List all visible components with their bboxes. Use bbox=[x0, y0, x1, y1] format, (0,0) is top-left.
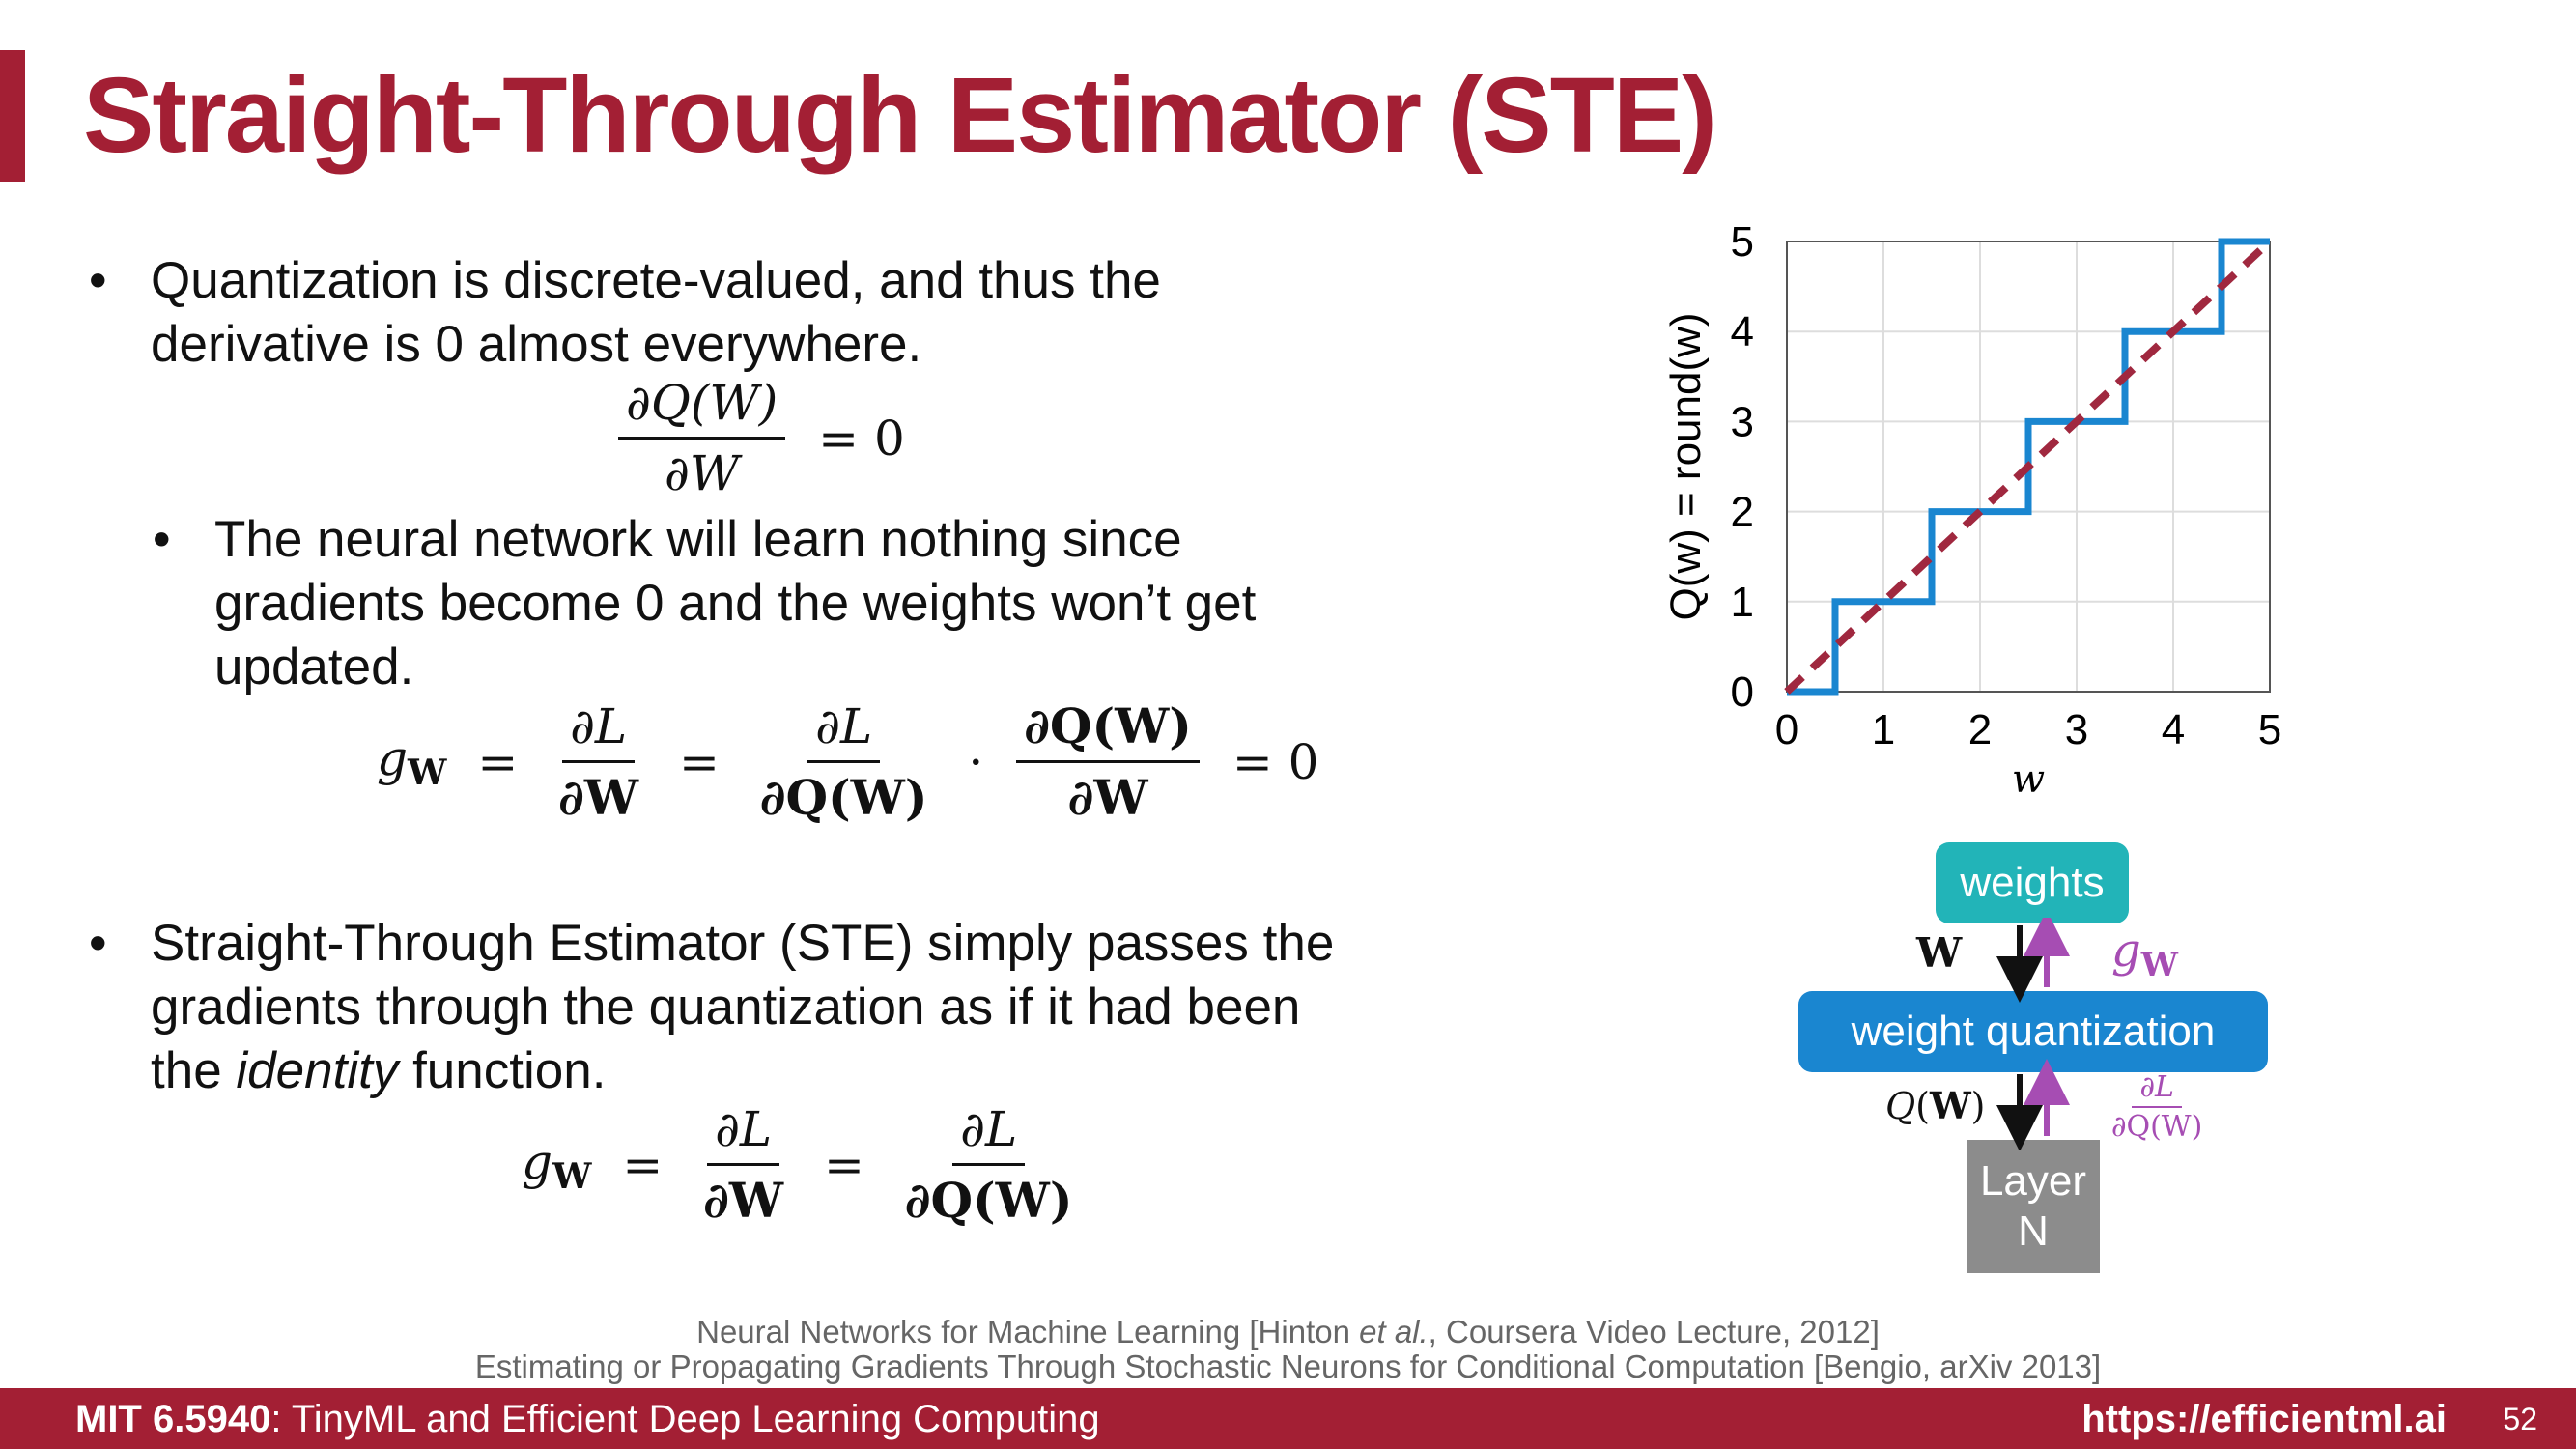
eq3-lhs: gW bbox=[522, 1133, 592, 1197]
equation-1: ∂Q(W) ∂W = 0 bbox=[609, 375, 913, 501]
x-tick-label: 4 bbox=[2162, 706, 2185, 753]
bullet-symbol: • bbox=[89, 915, 107, 972]
layer-label-2: N bbox=[2018, 1208, 2049, 1255]
eq3-fraction-2: ∂L ∂Q(W) bbox=[904, 1101, 1073, 1229]
eq1-denominator: ∂W bbox=[665, 445, 740, 501]
x-axis-label: w bbox=[2012, 757, 2045, 802]
bullet-2-line-2: gradients become 0 and the weights won’t… bbox=[214, 575, 1257, 632]
bullet-1-line-1: Quantization is discrete-valued, and thu… bbox=[151, 252, 1161, 309]
layer-label-1: Layer bbox=[1979, 1157, 2087, 1205]
y-tick-label: 1 bbox=[1731, 579, 1754, 626]
eq1-fraction: ∂Q(W) ∂W bbox=[618, 375, 786, 501]
page-number: 52 bbox=[2503, 1402, 2537, 1436]
x-tick-label: 0 bbox=[1775, 706, 1798, 753]
bullet-1-line-2: derivative is 0 almost everywhere. bbox=[151, 316, 922, 373]
gw-label: gW bbox=[2111, 923, 2178, 984]
layer-n-box: Layer N bbox=[1967, 1140, 2100, 1273]
slide-title: Straight-Through Estimator (STE) bbox=[83, 56, 1717, 175]
eq2-fraction-2: ∂L ∂Q(W) bbox=[759, 697, 928, 826]
eq1-rhs: = 0 bbox=[818, 410, 905, 467]
eq2-fraction-3: ∂Q(W) ∂W bbox=[1016, 697, 1200, 826]
bullet-2: • The neural network will learn nothing … bbox=[153, 508, 1257, 699]
y-tick-label: 3 bbox=[1731, 398, 1754, 445]
eq1-numerator: ∂Q(W) bbox=[618, 375, 786, 440]
identity-dashed-line bbox=[1784, 239, 2273, 695]
bullet-3-line-2: gradients through the quantization as if… bbox=[151, 979, 1301, 1036]
y-tick-labels: 0 1 2 3 4 5 bbox=[1731, 218, 1754, 716]
weights-box: weights bbox=[1936, 842, 2129, 923]
y-axis-label: Q(w) = round(w) bbox=[1662, 312, 1710, 620]
chart-plot-frame bbox=[1786, 241, 2271, 693]
eq2-rhs: = 0 bbox=[1231, 733, 1319, 790]
bullet-1: • Quantization is discrete-valued, and t… bbox=[89, 249, 1161, 377]
equation-2: gW = ∂L ∂W = ∂L ∂Q(W) · ∂Q(W) ∂W = 0 bbox=[377, 697, 1319, 826]
y-tick-label: 4 bbox=[1731, 308, 1754, 355]
x-tick-label: 3 bbox=[2065, 706, 2088, 753]
qw-label: Q(W) bbox=[1885, 1084, 1986, 1127]
title-accent-bar bbox=[0, 50, 25, 182]
x-tick-label: 1 bbox=[1872, 706, 1895, 753]
course-title: MIT 6.5940: TinyML and Efficient Deep Le… bbox=[75, 1398, 1100, 1440]
chart-series bbox=[1784, 238, 2273, 696]
reference-2: Estimating or Propagating Gradients Thro… bbox=[474, 1349, 2102, 1384]
x-tick-labels: 0 1 2 3 4 5 bbox=[1775, 706, 2281, 753]
y-tick-label: 2 bbox=[1731, 489, 1754, 536]
w-label: W bbox=[1916, 929, 1963, 977]
course-url-link[interactable]: https://efficientml.ai bbox=[2081, 1398, 2447, 1440]
y-tick-label: 5 bbox=[1731, 218, 1754, 266]
bullet-symbol: • bbox=[89, 252, 107, 309]
eq2-fraction-1: ∂L ∂W bbox=[558, 697, 639, 826]
bullet-3-line-1: Straight-Through Estimator (STE) simply … bbox=[151, 915, 1335, 972]
eq3-fraction-1: ∂L ∂W bbox=[703, 1101, 784, 1229]
footer-bar: MIT 6.5940: TinyML and Efficient Deep Le… bbox=[0, 1388, 2576, 1449]
grad-fraction: ∂L ∂Q(W) bbox=[2111, 1070, 2203, 1144]
equation-3: gW = ∂L ∂W = ∂L ∂Q(W) bbox=[514, 1101, 1090, 1229]
bullet-2-line-1: The neural network will learn nothing si… bbox=[214, 511, 1182, 568]
bullet-3: • Straight-Through Estimator (STE) simpl… bbox=[89, 912, 1335, 1103]
bullet-2-line-3: updated. bbox=[214, 639, 414, 696]
diagram-arrows bbox=[1996, 918, 2070, 1150]
round-function-chart: 0 1 2 3 4 5 0 1 2 3 4 5 w Q(w) = round(w) bbox=[1662, 218, 2281, 802]
x-tick-label: 2 bbox=[1968, 706, 1992, 753]
bullet-3-line-3: the identity function. bbox=[151, 1042, 607, 1099]
eq2-lhs: gW bbox=[377, 730, 447, 793]
reference-1: Neural Networks for Machine Learning [Hi… bbox=[696, 1314, 1880, 1350]
y-tick-label: 0 bbox=[1731, 668, 1754, 716]
x-tick-label: 5 bbox=[2258, 706, 2281, 753]
bullet-symbol: • bbox=[153, 511, 171, 568]
